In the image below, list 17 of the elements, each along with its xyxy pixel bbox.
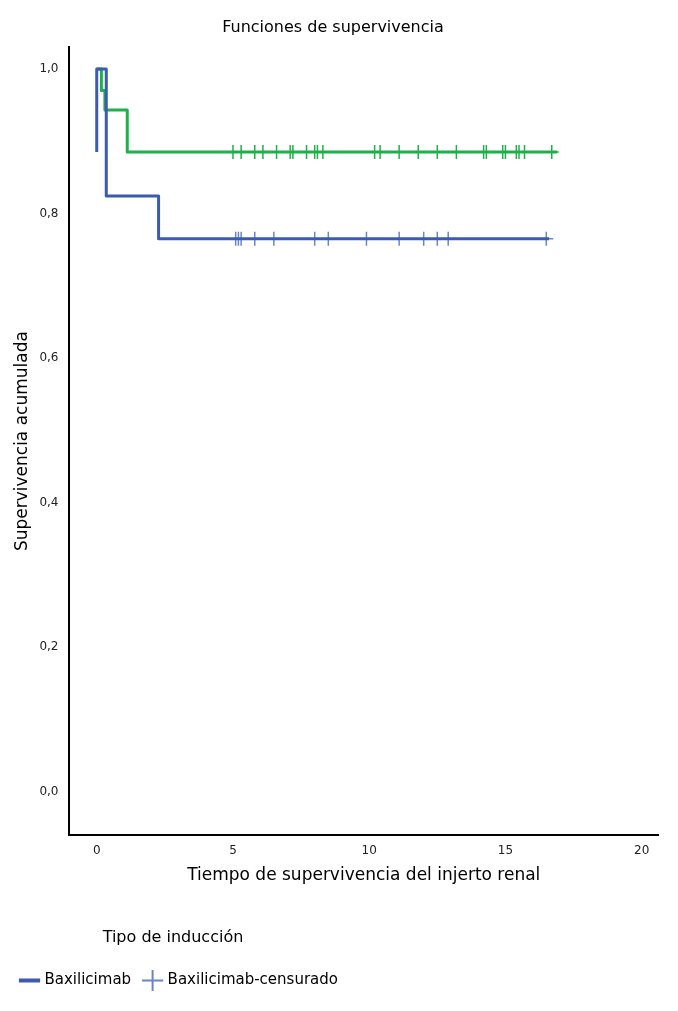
- x-tick-label: 15: [497, 843, 514, 858]
- y-tick-label: 0,0: [39, 783, 59, 798]
- x-axis-title: Tiempo de supervivencia del injerto renal: [186, 864, 541, 885]
- y-tick-label: 0,4: [39, 494, 59, 509]
- x-tick-label: 0: [92, 843, 101, 858]
- legend-title: Tipo de inducción: [101, 926, 244, 946]
- x-tick-label: 10: [361, 843, 377, 858]
- y-axis-title: Supervivencia acumulada: [10, 331, 31, 552]
- y-tick-label: 0,6: [39, 350, 59, 365]
- legend-label: Baxilicimab-censurado: [167, 970, 338, 989]
- legend-label: Baxilicimab: [44, 970, 132, 989]
- x-tick-label: 20: [634, 843, 650, 858]
- chart-title: Funciones de supervivencia: [222, 16, 444, 36]
- y-tick-label: 1,0: [39, 61, 59, 76]
- y-tick-label: 0,2: [39, 639, 59, 654]
- y-tick-label: 0,8: [39, 205, 59, 220]
- x-tick-label: 5: [229, 843, 237, 858]
